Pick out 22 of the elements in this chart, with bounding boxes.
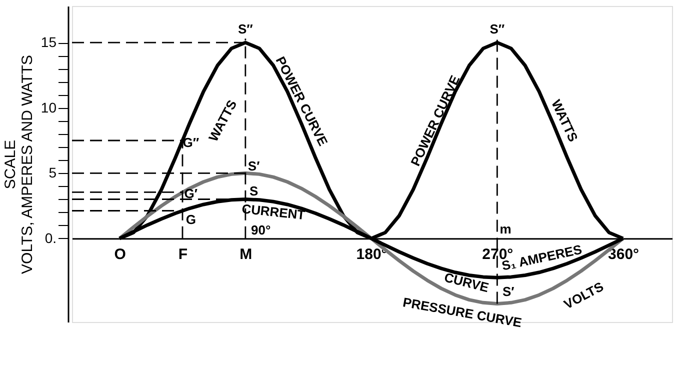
annotation: CURRENT bbox=[241, 201, 306, 223]
x-tick-label: M bbox=[240, 246, 252, 263]
annotation: CURVE bbox=[442, 270, 491, 296]
y-axis-title: SCALE VOLTS, AMPERES AND WATTS bbox=[2, 55, 36, 274]
annotation: G bbox=[186, 212, 196, 228]
annotation: G′ bbox=[184, 186, 198, 202]
x-tick-label: 360° bbox=[608, 246, 640, 263]
y-tick-label: 5 bbox=[48, 164, 57, 181]
annotation: S″ bbox=[238, 22, 253, 37]
y-tick-label: 0. bbox=[44, 230, 56, 246]
x-tick-label: O bbox=[114, 246, 126, 263]
x-tick-label: 180° bbox=[356, 246, 388, 263]
x-tick-label: F bbox=[178, 246, 188, 263]
annotation: m bbox=[500, 221, 512, 236]
annotation: S″ bbox=[490, 22, 505, 37]
y-tick-label: 10 bbox=[40, 99, 57, 116]
y-tick-label: 15 bbox=[40, 34, 57, 50]
annotation: S bbox=[249, 183, 258, 198]
annotation: S′ bbox=[502, 284, 514, 299]
annotation: 90° bbox=[250, 222, 271, 238]
annotation: G″ bbox=[182, 135, 200, 150]
annotation: S′ bbox=[248, 158, 260, 174]
